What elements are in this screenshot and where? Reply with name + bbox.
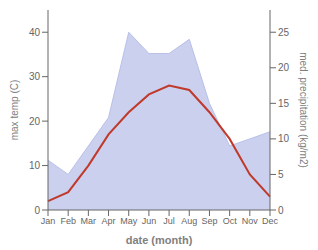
svg-text:30: 30 <box>29 71 41 82</box>
svg-text:Apr: Apr <box>102 216 116 226</box>
svg-text:15: 15 <box>278 98 290 109</box>
svg-text:40: 40 <box>29 27 41 38</box>
svg-text:10: 10 <box>278 133 290 144</box>
svg-text:Nov: Nov <box>242 216 259 226</box>
svg-text:date (month): date (month) <box>126 234 193 246</box>
svg-text:May: May <box>120 216 138 226</box>
svg-text:Jun: Jun <box>142 216 157 226</box>
svg-text:Mar: Mar <box>81 216 97 226</box>
svg-text:max temp (C): max temp (C) <box>9 80 20 141</box>
svg-text:10: 10 <box>29 160 41 171</box>
svg-text:20: 20 <box>278 62 290 73</box>
svg-text:Jul: Jul <box>163 216 175 226</box>
svg-text:Aug: Aug <box>181 216 197 226</box>
svg-text:Dec: Dec <box>262 216 279 226</box>
svg-text:Oct: Oct <box>223 216 238 226</box>
svg-text:0: 0 <box>34 205 40 216</box>
svg-text:med. precipitation (kg/m2): med. precipitation (kg/m2) <box>298 52 309 168</box>
svg-text:Jan: Jan <box>41 216 56 226</box>
svg-text:20: 20 <box>29 116 41 127</box>
svg-text:Sep: Sep <box>201 216 217 226</box>
svg-text:25: 25 <box>278 27 290 38</box>
svg-text:5: 5 <box>278 169 284 180</box>
svg-text:Feb: Feb <box>60 216 76 226</box>
svg-text:0: 0 <box>278 205 284 216</box>
